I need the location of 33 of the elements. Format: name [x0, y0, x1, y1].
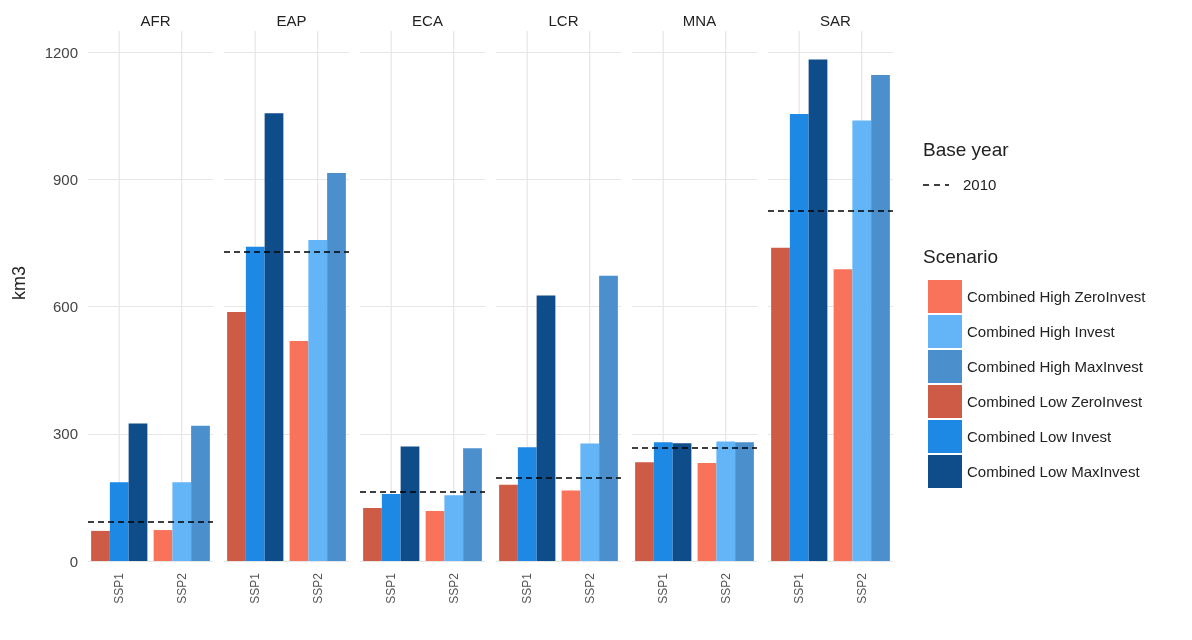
x-tick-label: SSP2 — [718, 572, 733, 604]
y-tick-label: 600 — [52, 298, 78, 316]
y-axis-title: km3 — [9, 265, 29, 300]
y-tick-label: 0 — [69, 552, 78, 570]
legend-label: Combined Low Invest — [967, 428, 1113, 445]
legend-title: Scenario — [923, 246, 998, 267]
x-tick-label: SSP1 — [248, 572, 263, 604]
chart-title: LCR — [548, 12, 579, 29]
x-tick-label: SSP1 — [384, 572, 399, 604]
x-tick-label: SSP1 — [520, 572, 535, 604]
x-tick-label: SSP2 — [582, 572, 597, 604]
y-tick-label: 300 — [52, 425, 78, 443]
x-tick-label: SSP2 — [446, 572, 461, 604]
text: 2010 — [963, 176, 997, 193]
x-tick-label: SSP2 — [310, 572, 325, 604]
legend-label: Combined High MaxInvest — [967, 358, 1144, 375]
chart-title: SAR — [820, 12, 852, 29]
text: Base year — [923, 139, 1010, 160]
y-tick-label: 900 — [52, 170, 78, 188]
chart-title: EAP — [276, 12, 307, 29]
chart-title: ECA — [412, 12, 443, 29]
x-tick-label: SSP1 — [792, 572, 807, 604]
legend-label: Combined High Invest — [967, 323, 1116, 340]
legend-label: Combined High ZeroInvest — [967, 288, 1147, 305]
legend-label: Combined Low ZeroInvest — [967, 393, 1143, 410]
chart-title: MNA — [682, 12, 717, 29]
y-tick-label: 1200 — [44, 43, 78, 61]
legend-label: Combined Low MaxInvest — [967, 463, 1141, 480]
x-tick-label: SSP2 — [854, 572, 869, 604]
chart-title: AFR — [140, 12, 171, 29]
x-tick-label: SSP1 — [656, 572, 671, 604]
x-tick-label: SSP2 — [174, 572, 189, 604]
x-tick-label: SSP1 — [112, 572, 127, 604]
